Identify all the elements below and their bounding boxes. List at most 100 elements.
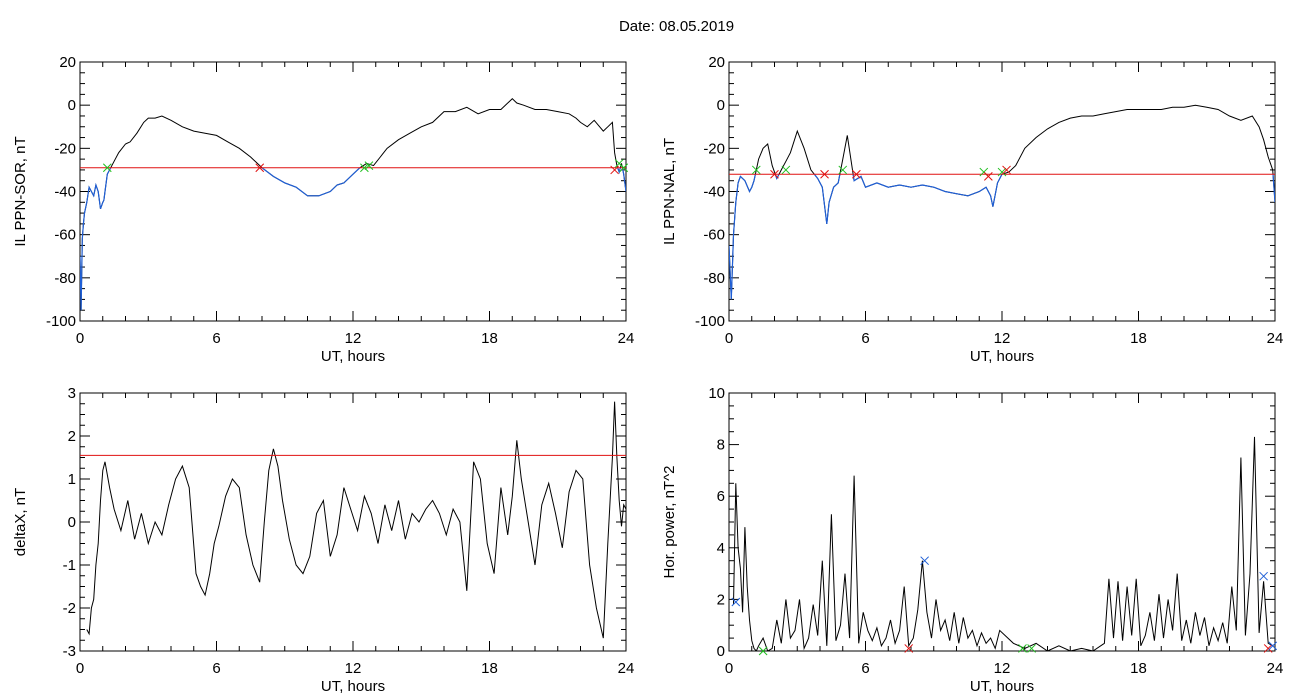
y-tick-label: 0 (68, 514, 76, 531)
x-tick-label: 18 (481, 660, 498, 677)
plot-p2: 0 6 12 18 24 -100 -80 -60 -40 -20 0 20 UT, hours IL P… (661, 54, 1283, 365)
marker-stroke (838, 165, 848, 175)
y-tick-label: -1 (63, 557, 76, 574)
marker-stroke (1268, 641, 1278, 651)
y-tick-label: -3 (63, 643, 76, 660)
x-tick-label: 6 (212, 660, 220, 677)
y-tick-label: -100 (695, 313, 725, 330)
marker-stroke (904, 644, 914, 653)
y-tick-label: -2 (63, 600, 76, 617)
y-tick-label: 6 (717, 488, 725, 505)
series-line (80, 98, 626, 311)
x-tick-label: 0 (725, 660, 733, 677)
x-tick-label: 24 (1267, 660, 1284, 677)
x-tick-label: 12 (994, 660, 1011, 677)
y-tick-label: 4 (717, 540, 725, 557)
marker-stroke (770, 169, 779, 179)
marker-stroke (1259, 571, 1268, 581)
marker-stroke (731, 597, 741, 607)
x-tick-label: 24 (1267, 330, 1284, 347)
crossing-marker (820, 169, 829, 179)
y-axis-label: deltaX, nT (12, 488, 29, 556)
series-line-below-threshold (80, 167, 626, 311)
plot-frame (79, 61, 627, 322)
x-tick-label: 0 (725, 330, 733, 347)
y-tick-label: 0 (717, 643, 725, 660)
x-tick-label: 12 (345, 660, 362, 677)
crossing-marker (364, 161, 374, 170)
series-group (733, 436, 1273, 651)
crossing-marker (1018, 644, 1027, 653)
y-tick-label: 20 (59, 54, 76, 71)
crossing-marker (758, 646, 768, 656)
marker-stroke (758, 646, 768, 656)
crossing-marker (770, 169, 779, 179)
y-tick-label: 8 (717, 437, 725, 454)
marker-stroke (619, 163, 629, 173)
series-group (729, 104, 1275, 300)
marker-stroke (1263, 644, 1273, 653)
y-tick-label: -60 (703, 227, 725, 244)
crossing-marker (904, 644, 914, 653)
y-tick-label: -20 (54, 140, 76, 157)
x-tick-label: 6 (861, 330, 869, 347)
x-tick-label: 24 (618, 660, 635, 677)
crossing-marker (852, 169, 861, 179)
series-line (729, 104, 1275, 300)
y-axis-label: IL PPN-NAL, nT (661, 138, 678, 245)
y-tick-label: 1 (68, 471, 76, 488)
y-tick-label: -40 (54, 184, 76, 201)
marker-stroke (360, 163, 369, 173)
marker-stroke (751, 165, 761, 175)
marker-stroke (781, 165, 791, 175)
marker-stroke (852, 169, 861, 179)
crossing-marker (731, 597, 741, 607)
x-tick-label: 0 (76, 660, 84, 677)
x-axis-label: UT, hours (321, 348, 385, 365)
series-line (86, 401, 626, 639)
plot-frame (728, 61, 1276, 322)
marker-stroke (983, 172, 993, 181)
crossing-marker (997, 167, 1007, 177)
series-line-below-threshold (729, 174, 1275, 300)
y-tick-label: -40 (703, 184, 725, 201)
crossing-marker (1259, 571, 1268, 581)
x-tick-label: 18 (1130, 330, 1147, 347)
y-tick-label: 10 (708, 385, 725, 402)
plot-frame (79, 392, 627, 652)
crossing-marker (610, 165, 619, 175)
marker-stroke (820, 169, 829, 179)
plot-p1: 0 6 12 18 24 -100 -80 -60 -40 -20 0 20 UT, hours IL P… (12, 54, 634, 365)
crossing-marker (781, 165, 791, 175)
marker-stroke (364, 161, 374, 170)
x-axis-label: UT, hours (970, 348, 1034, 365)
x-tick-label: 12 (994, 330, 1011, 347)
y-tick-label: 3 (68, 385, 76, 402)
x-tick-label: 18 (1130, 660, 1147, 677)
marker-stroke (1027, 644, 1036, 653)
crossing-marker (255, 163, 265, 173)
y-tick-label: -80 (54, 270, 76, 287)
marker-stroke (614, 159, 624, 168)
plot-frame (728, 392, 1276, 652)
crossing-marker (920, 556, 930, 566)
y-tick-label: 2 (717, 591, 725, 608)
x-tick-label: 18 (481, 330, 498, 347)
y-tick-label: 2 (68, 428, 76, 445)
crossing-marker (751, 165, 761, 175)
series-group (80, 98, 626, 311)
crossing-marker (102, 163, 112, 173)
marker-stroke (997, 167, 1007, 177)
crossing-marker (360, 163, 369, 173)
y-tick-label: -100 (46, 313, 76, 330)
y-tick-label: 20 (708, 54, 725, 71)
y-axis-label: IL PPN-SOR, nT (12, 136, 29, 246)
crossing-marker (983, 172, 993, 181)
x-tick-label: 24 (618, 330, 635, 347)
x-tick-label: 6 (212, 330, 220, 347)
x-axis-label: UT, hours (321, 678, 385, 695)
series-line (733, 436, 1273, 651)
